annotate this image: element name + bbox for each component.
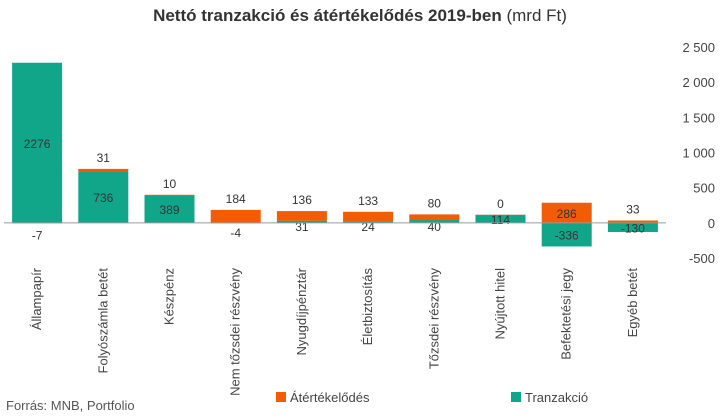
category-label: Nem tőzsdei részvény bbox=[228, 268, 243, 396]
data-label-atertekelodes: 10 bbox=[163, 177, 177, 191]
data-label-tranzakcio: 389 bbox=[159, 203, 179, 217]
bar-tranzakcio bbox=[607, 222, 658, 232]
chart-title-unit: (mrd Ft) bbox=[506, 6, 567, 25]
bar-tranzakcio bbox=[78, 171, 129, 223]
data-label-tranzakcio: 24 bbox=[361, 220, 375, 234]
bar-atertekelodes bbox=[607, 220, 658, 223]
data-label-tranzakcio: 2276 bbox=[24, 137, 51, 151]
data-label-atertekelodes: 80 bbox=[428, 196, 442, 210]
y-tick-label: 0 bbox=[708, 216, 715, 231]
legend-swatch bbox=[276, 392, 286, 402]
category-label: Egyéb betét bbox=[625, 268, 640, 338]
bar-atertekelodes bbox=[276, 211, 327, 221]
category-label: Tőzsdei részvény bbox=[426, 268, 441, 370]
data-label-tranzakcio: 31 bbox=[295, 220, 309, 234]
data-label-atertekelodes: 0 bbox=[497, 197, 504, 211]
bar-atertekelodes bbox=[343, 211, 394, 222]
y-tick-label: 1 000 bbox=[682, 146, 715, 161]
bar-atertekelodes bbox=[144, 194, 195, 196]
data-label-atertekelodes: 133 bbox=[358, 194, 378, 208]
bar-tranzakcio bbox=[276, 220, 327, 223]
category-label: Nyugdíjpénztár bbox=[294, 267, 309, 355]
bar-tranzakcio bbox=[144, 195, 195, 223]
y-tick-label: 500 bbox=[693, 181, 715, 196]
y-tick-label: 2 000 bbox=[682, 75, 715, 90]
bar-atertekelodes bbox=[475, 214, 526, 216]
bar-atertekelodes bbox=[78, 168, 129, 172]
category-label: Készpénz bbox=[162, 268, 177, 325]
data-label-tranzakcio: 40 bbox=[428, 220, 442, 234]
data-label-tranzakcio: -4 bbox=[230, 226, 241, 240]
bar-tranzakcio bbox=[541, 222, 592, 247]
bar-atertekelodes bbox=[409, 214, 460, 221]
data-label-tranzakcio: -336 bbox=[555, 229, 579, 243]
data-label-atertekelodes: -7 bbox=[32, 228, 43, 242]
source-note: Forrás: MNB, Portfolio bbox=[6, 398, 135, 413]
bar-atertekelodes bbox=[210, 209, 261, 223]
category-label: Állampapír bbox=[29, 267, 44, 330]
bar-tranzakcio bbox=[475, 214, 526, 223]
category-label: Folyószámla betét bbox=[95, 268, 110, 374]
y-tick-label: -500 bbox=[689, 251, 715, 266]
legend-label: Átértékelődés bbox=[290, 390, 370, 405]
legend-label: Tranzakció bbox=[525, 390, 588, 405]
data-label-atertekelodes: 136 bbox=[292, 193, 312, 207]
data-label-tranzakcio: -130 bbox=[621, 221, 645, 235]
data-label-atertekelodes: 33 bbox=[626, 203, 640, 217]
legend-swatch bbox=[511, 392, 521, 402]
data-label-tranzakcio: 114 bbox=[491, 213, 510, 227]
data-label-tranzakcio: 736 bbox=[93, 191, 113, 205]
y-tick-label: 2 500 bbox=[682, 40, 715, 55]
category-label: Nyújtott hitel bbox=[493, 268, 508, 340]
bar-tranzakcio bbox=[12, 62, 63, 223]
y-tick-label: 1 500 bbox=[682, 110, 715, 125]
data-label-atertekelodes: 31 bbox=[97, 151, 111, 165]
chart-title: Nettó tranzakció és átértékelődés 2019-b… bbox=[0, 6, 720, 26]
category-label: Befektetési jegy bbox=[559, 268, 574, 360]
category-label: Életbiztosítás bbox=[360, 268, 375, 346]
bar-atertekelodes bbox=[541, 202, 592, 223]
bar-tranzakcio bbox=[343, 221, 394, 223]
bar-tranzakcio bbox=[409, 220, 460, 223]
data-label-atertekelodes: 184 bbox=[226, 192, 246, 206]
chart-title-main: Nettó tranzakció és átértékelődés 2019-b… bbox=[153, 6, 502, 25]
data-label-atertekelodes: 286 bbox=[557, 207, 577, 221]
